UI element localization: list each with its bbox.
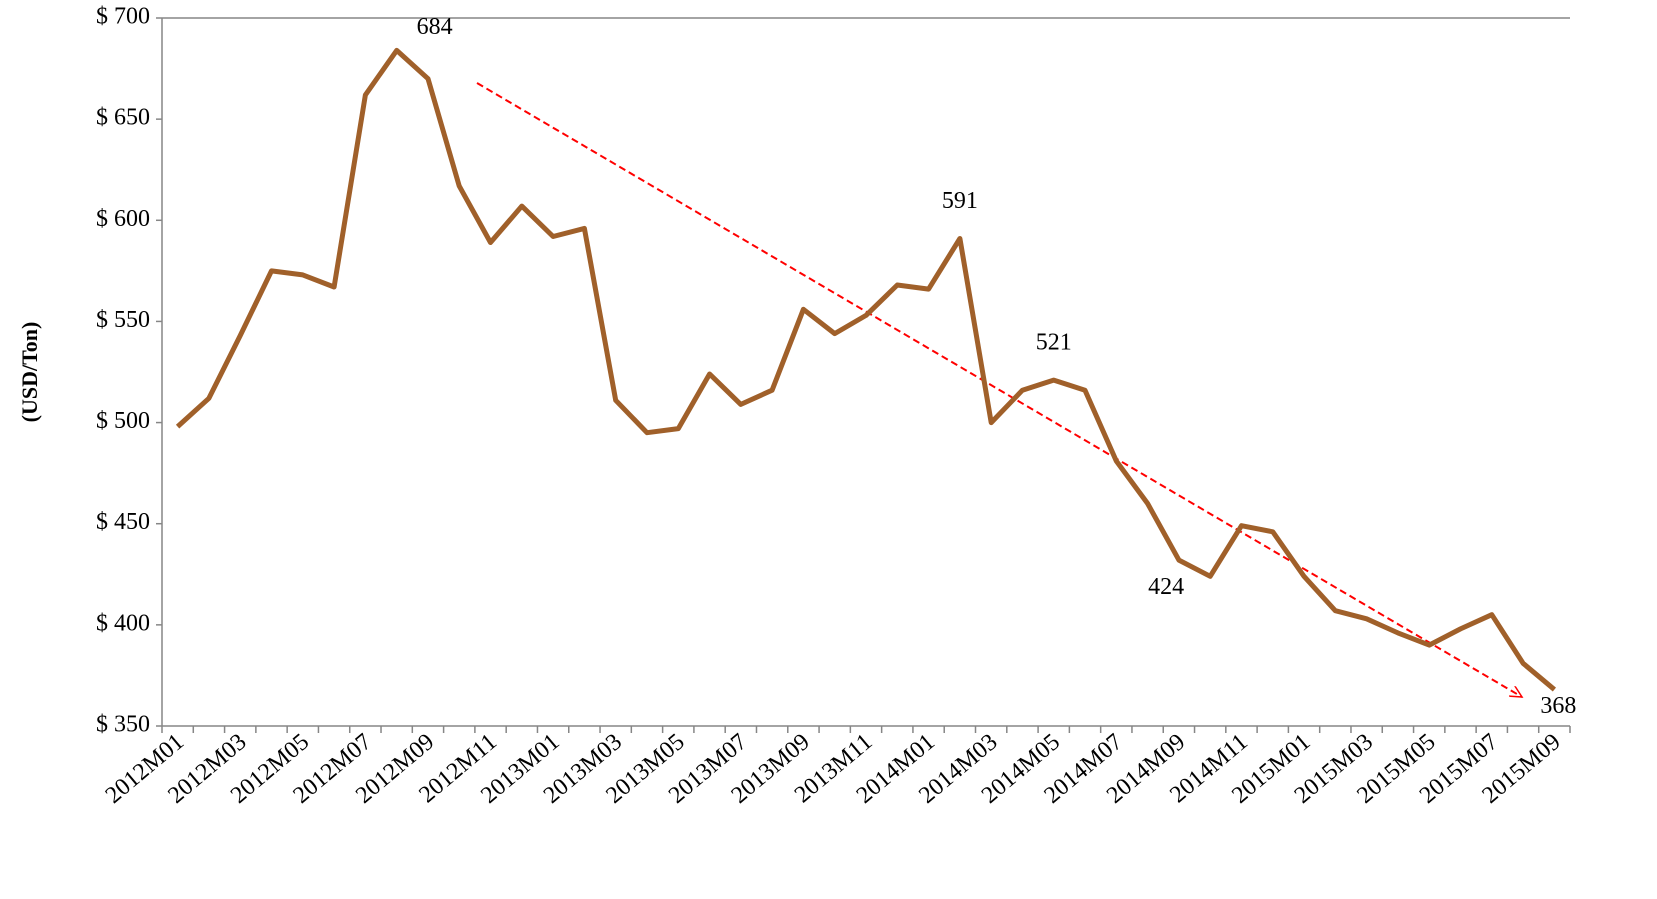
y-tick-label: $ 650 [96,105,150,131]
y-tick-label: $ 550 [96,307,150,333]
y-tick-label: $ 600 [96,206,150,232]
y-tick-label: $ 450 [96,509,150,535]
y-tick-label: $ 350 [96,712,150,738]
y-tick-label: $ 700 [96,4,150,30]
y-tick-label: $ 400 [96,610,150,636]
data-label: 424 [1148,574,1184,600]
y-tick-label: $ 500 [96,408,150,434]
data-label: 521 [1036,330,1072,356]
y-axis-label: (USD/Ton) [17,322,42,423]
data-label: 368 [1540,693,1576,719]
data-label: 684 [417,14,453,40]
data-label: 591 [942,188,978,214]
price-line [175,47,1557,692]
trend-arrow [476,82,1522,698]
